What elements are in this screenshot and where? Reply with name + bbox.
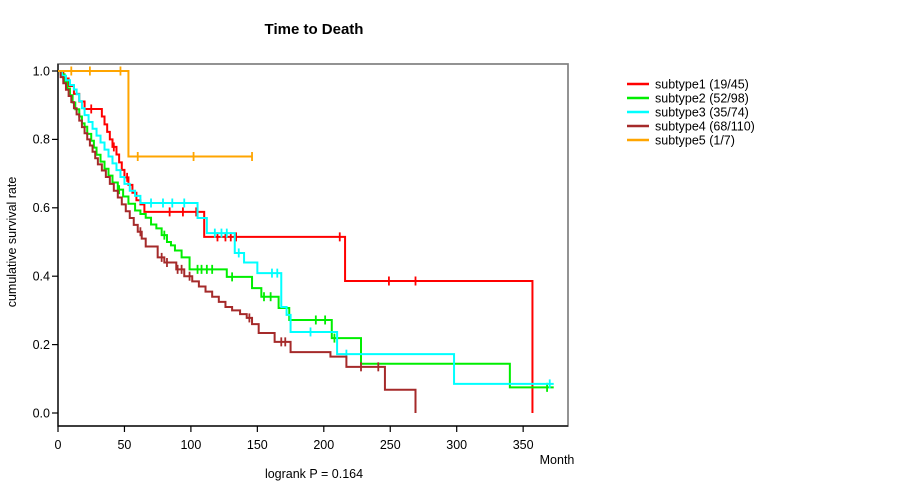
legend: subtype1 (19/45)subtype2 (52/98)subtype3… [627,78,755,148]
survival-curve-subtype3 [58,70,554,385]
curves-layer [58,66,554,413]
legend-label-subtype1: subtype1 (19/45) [655,78,749,92]
survival-curve-subtype4 [58,70,417,413]
chart-title: Time to Death [265,21,364,38]
survival-curve-subtype5 [58,70,253,158]
x-axis-tick-label: 300 [446,438,467,452]
y-axis-tick-label: 0.6 [33,201,50,215]
legend-label-subtype5: subtype5 (1/7) [655,134,735,148]
survival-curve-subtype2 [58,70,554,389]
y-axis-tick-label: 1.0 [33,64,50,78]
y-axis-tick-label: 0.0 [33,406,50,420]
x-axis-tick-label: 50 [117,438,131,452]
y-axis-label: cumulative survival rate [5,177,19,308]
legend-label-subtype3: subtype3 (35/74) [655,106,749,120]
y-axis-tick-label: 0.8 [33,133,50,147]
y-axis-tick-label: 0.4 [33,270,50,284]
x-axis-tick-label: 350 [513,438,534,452]
x-axis-tick-label: 100 [180,438,201,452]
x-axis-tick-label: 0 [55,438,62,452]
x-axis-tick-label: 250 [380,438,401,452]
axes-layer: 0 50 100 150 200 250 300 350 0.0 0.2 0.4 0.6 0.8 1.0 [33,63,569,452]
y-axis-tick-label: 0.2 [33,338,50,352]
plot-border [57,63,569,427]
x-axis-tick-label: 150 [247,438,268,452]
x-axis-tick-label: 200 [313,438,334,452]
logrank-note: logrank P = 0.164 [265,467,363,481]
legend-label-subtype4: subtype4 (68/110) [655,120,755,134]
legend-label-subtype2: subtype2 (52/98) [655,92,749,106]
x-axis-label: Month [540,453,575,467]
